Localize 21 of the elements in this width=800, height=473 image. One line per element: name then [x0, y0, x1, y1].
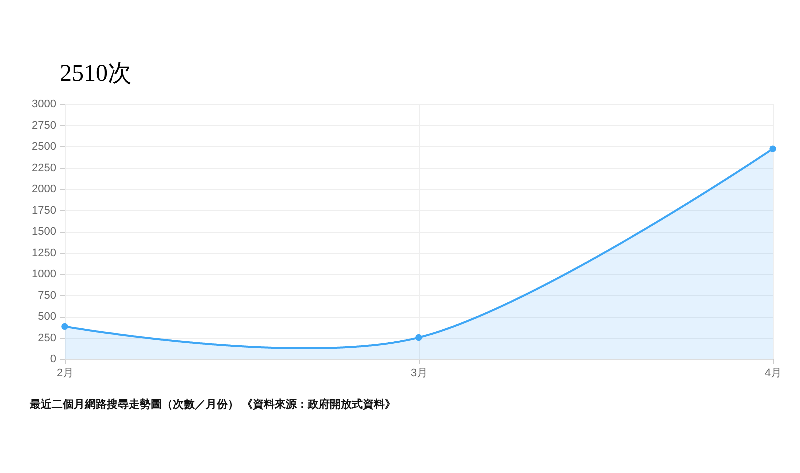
chart-title: 2510次: [60, 61, 132, 87]
point: [62, 323, 68, 330]
y-tick-label: 750: [38, 290, 56, 302]
y-tick-label: 500: [38, 311, 56, 323]
x-tick-label: 4月: [764, 368, 782, 380]
y-tick-label: 0: [50, 354, 56, 366]
text: 最近二個月網路搜尋走勢圖（次數／月份） 《資料來源：政府開放式資料》: [29, 398, 396, 411]
y-tick-label: 1000: [32, 268, 56, 280]
y-tick-label: 3000: [32, 98, 56, 110]
y-tick-label: 1750: [32, 204, 56, 217]
y-tick-label: 1500: [32, 226, 56, 238]
y-tick-label: 2750: [32, 120, 56, 132]
y-tick-label: 1250: [32, 247, 56, 260]
x-tick-label: 2月: [56, 368, 74, 380]
point: [416, 334, 422, 342]
y-tick-label: 2000: [32, 184, 56, 196]
point: [770, 146, 776, 152]
y-tick-label: 2250: [32, 162, 56, 174]
x-tick-label: 3月: [410, 368, 428, 380]
y-tick-label: 250: [38, 332, 56, 344]
y-tick-label: 2500: [32, 141, 56, 153]
